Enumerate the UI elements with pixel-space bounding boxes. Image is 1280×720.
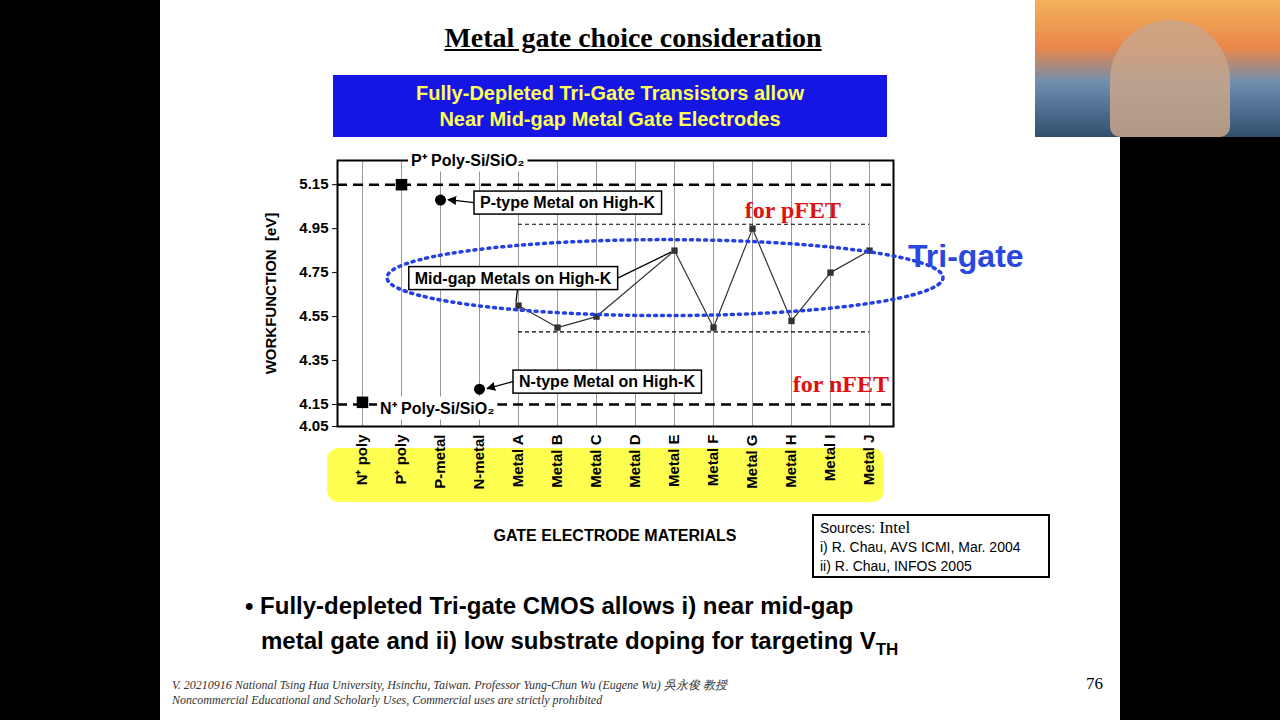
svg-text:for pFET: for pFET <box>745 197 841 223</box>
svg-text:P⁺ Poly-Si/SiO₂: P⁺ Poly-Si/SiO₂ <box>411 152 524 169</box>
html-text:i) R. Chau, AVS ICMI, Mar. 200: i) R. Chau, AVS ICMI, Mar. 2004 <box>820 539 1021 555</box>
svg-text:Metal G: Metal G <box>743 435 760 489</box>
svg-text:4.35: 4.35 <box>299 351 328 368</box>
svg-text:WORKFUNCTION [eV]: WORKFUNCTION [eV] <box>262 213 279 375</box>
svg-text:4.15: 4.15 <box>299 395 328 412</box>
html-text:ii) R. Chau, INFOS 2005: ii) R. Chau, INFOS 2005 <box>820 558 972 574</box>
svg-text:N-type Metal on High-K: N-type Metal on High-K <box>519 373 695 390</box>
html-text:Fully-Depleted Tri-Gate Transi: Fully-Depleted Tri-Gate Transistors allo… <box>416 82 804 104</box>
html-text:• Fully-depleted Tri-gate CMOS: • Fully-depleted Tri-gate CMOS allows i)… <box>245 592 854 619</box>
svg-text:Mid-gap Metals on High-K: Mid-gap Metals on High-K <box>415 270 612 287</box>
svg-text:Metal F: Metal F <box>704 435 721 487</box>
html-text:Sources:Intel: Sources:Intel <box>820 518 911 537</box>
html-text:GATE ELECTRODE MATERIALS: GATE ELECTRODE MATERIALS <box>493 527 737 544</box>
svg-text:Metal D: Metal D <box>626 434 643 488</box>
svg-text:4.95: 4.95 <box>299 219 328 236</box>
svg-text:Metal C: Metal C <box>587 434 604 488</box>
html-text:metal gate and ii) low substra: metal gate and ii) low substrate doping … <box>261 627 899 659</box>
svg-text:Metal A: Metal A <box>509 434 526 487</box>
svg-text:N⁺ poly: N⁺ poly <box>353 434 370 485</box>
html-text:V. 20210916 National Tsing Hua: V. 20210916 National Tsing Hua Universit… <box>172 678 727 692</box>
svg-text:4.55: 4.55 <box>299 307 328 324</box>
svg-text:P⁺ poly: P⁺ poly <box>392 434 409 485</box>
html-text:76: 76 <box>1086 674 1103 693</box>
svg-text:4.05: 4.05 <box>299 417 328 434</box>
html-text:Near Mid-gap Metal Gate Electr: Near Mid-gap Metal Gate Electrodes <box>439 108 781 130</box>
svg-text:P-type Metal on High-K: P-type Metal on High-K <box>480 194 656 211</box>
svg-text:Tri-gate: Tri-gate <box>908 238 1024 274</box>
svg-text:Metal J: Metal J <box>860 435 877 486</box>
svg-text:Metal B: Metal B <box>548 434 565 488</box>
svg-text:N-metal: N-metal <box>470 435 487 490</box>
svg-text:for nFET: for nFET <box>793 371 889 397</box>
svg-text:4.75: 4.75 <box>299 263 328 280</box>
svg-text:Metal I: Metal I <box>821 435 838 482</box>
svg-text:Metal H: Metal H <box>782 435 799 488</box>
svg-text:Metal E: Metal E <box>665 435 682 488</box>
svg-text:P-metal: P-metal <box>431 435 448 489</box>
html-text:Noncommercial Educational and: Noncommercial Educational and Scholarly … <box>172 693 603 707</box>
svg-text:5.15: 5.15 <box>299 175 328 192</box>
svg-text:N⁺ Poly-Si/SiO₂: N⁺ Poly-Si/SiO₂ <box>380 400 494 417</box>
html-text:Metal gate choice consideratio: Metal gate choice consideration <box>444 22 822 53</box>
